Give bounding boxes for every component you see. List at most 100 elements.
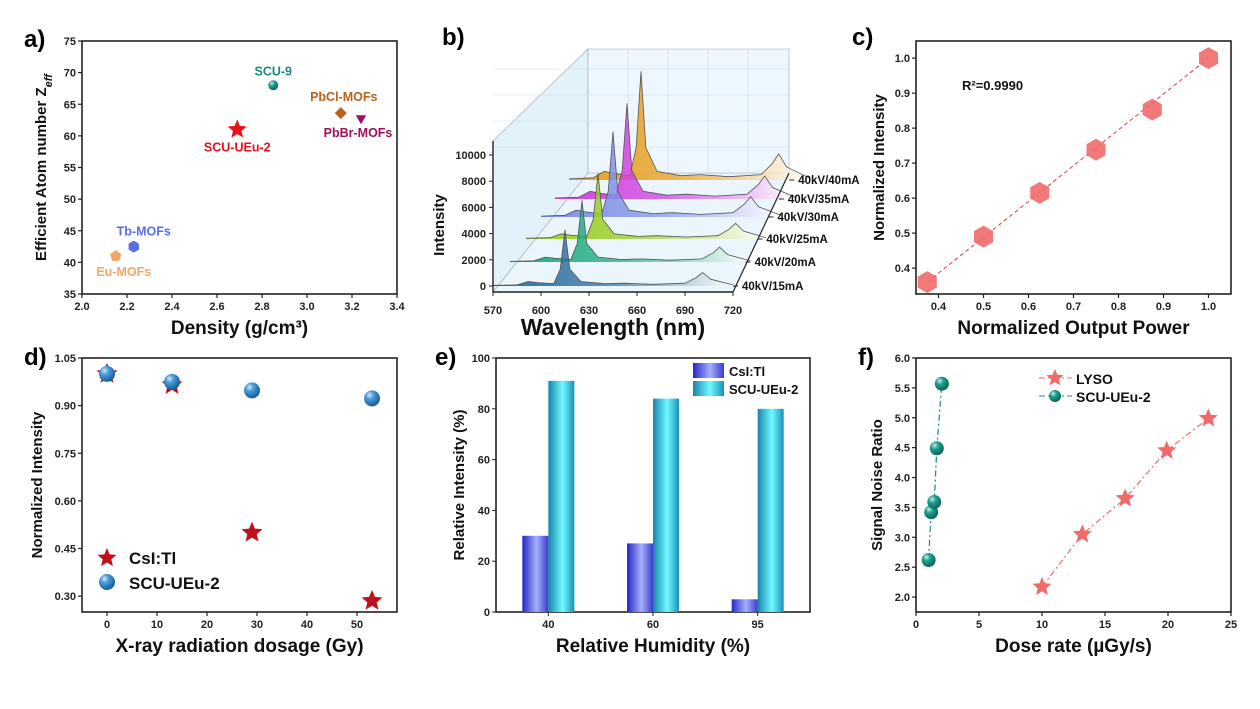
- bar-csi: [731, 599, 758, 612]
- series-lyso: [1032, 408, 1218, 595]
- y-tick-label: 20: [478, 556, 490, 568]
- panel-d-radiation-stability: 0 10 20 30 40 50 0.30 0.45 0.60 0.75 0.90 1.05 X-ray…: [29, 353, 398, 657]
- x-tick-label: 2.6: [209, 301, 224, 313]
- bar-scu-ueu-2: [757, 408, 784, 612]
- x-tick-label: 0: [104, 619, 110, 631]
- back-wall: [587, 48, 790, 174]
- panel-c-linearity: 0.4 0.5 0.6 0.7 0.8 0.9 1.0 0.4 0.5 0.6 0.7 0.8 0.9 1…: [871, 40, 1232, 339]
- hexagon-marker: [128, 240, 139, 253]
- x-tick-label: 10: [1036, 619, 1048, 631]
- y-axis-label-subscript: eff: [43, 73, 55, 88]
- y-tick-label: 2000: [462, 255, 486, 267]
- y-tick-label: 60: [64, 131, 76, 143]
- y-axis-label: Efficient Atom number Zeff: [33, 73, 55, 261]
- x-tick-label: 95: [752, 619, 764, 631]
- spectrum-fill: [493, 229, 733, 286]
- panel-label: d): [24, 344, 47, 371]
- y-tick-label: 0.6: [895, 193, 910, 205]
- hexagon-marker: [917, 271, 937, 294]
- legend-label: SCU-UEu-2: [1076, 389, 1151, 405]
- legend: CsI:Tl SCU-UEu-2: [97, 548, 220, 593]
- sphere-marker: [929, 441, 944, 456]
- x-tick-label: 5: [976, 619, 982, 631]
- depth-axis-line: [732, 172, 790, 293]
- legend: CsI:Tl SCU-UEu-2: [693, 363, 798, 397]
- x-tick-label: 25: [1225, 619, 1237, 631]
- y-tick-label: 5.0: [895, 413, 910, 425]
- y-tick-label: 75: [64, 36, 76, 48]
- x-tick-label: 660: [628, 305, 646, 317]
- y-tick-label: 0.45: [55, 544, 76, 556]
- y-tick-label: 0.30: [55, 591, 76, 603]
- series-label: 40kV/35mA: [788, 194, 849, 206]
- legend-label: CsI:Tl: [729, 364, 765, 379]
- legend-label: LYSO: [1076, 371, 1113, 387]
- y-tick-label: 0.8: [895, 123, 910, 135]
- x-axis-label: Wavelength (nm): [521, 314, 705, 340]
- y-axis-label: Signal Noise Ratio: [869, 419, 886, 551]
- point-label: Eu-MOFs: [96, 265, 151, 279]
- y-axis-label: Normalized Intensity: [29, 411, 46, 558]
- point-label: SCU-9: [254, 64, 292, 78]
- y-tick-label: 0.7: [895, 158, 910, 170]
- series-line: [928, 383, 943, 561]
- y-tick-label: 35: [64, 289, 76, 301]
- panel-a-density-zeff: 2.0 2.2 2.4 2.6 2.8 3.0 3.2 3.4 35 40 45 50 55 60 65 70…: [33, 36, 406, 339]
- x-tick-label: 0.9: [1156, 301, 1171, 313]
- star-marker: [1115, 488, 1135, 507]
- y-tick-label: 0.75: [55, 448, 76, 460]
- y-tick-label: 100: [472, 353, 490, 365]
- sphere-marker: [244, 382, 260, 399]
- panel-b-waterfall-spectra: 40kV/40mA 40kV/35mA 40kV/30mA 40kV/25mA 40kV…: [431, 48, 860, 340]
- point-label: PbBr-MOFs: [324, 126, 393, 140]
- x-tick-label: 2.8: [254, 301, 269, 313]
- hexagon-marker: [1199, 47, 1218, 70]
- y-tick-label: 4.5: [895, 443, 910, 455]
- panel-label: b): [442, 24, 465, 51]
- y-tick-label: 0.4: [895, 263, 911, 275]
- y-tick-label: 45: [64, 226, 76, 238]
- x-axis-label: Density (g/cm³): [171, 318, 308, 339]
- legend-sphere-icon: [1049, 390, 1061, 402]
- x-axis-label: X-ray radiation dosage (Gy): [115, 636, 363, 657]
- panel-label: e): [435, 344, 456, 371]
- series-label: 40kV/30mA: [778, 212, 839, 224]
- x-tick-label: 600: [532, 305, 550, 317]
- star-marker: [227, 119, 247, 138]
- x-axis-label: Normalized Output Power: [957, 318, 1190, 339]
- plot-frame: [915, 357, 1232, 613]
- sphere-marker: [364, 390, 380, 407]
- legend: LYSO SCU-UEu-2: [1039, 369, 1151, 405]
- hexagon-marker: [974, 225, 993, 248]
- y-axis-label-main: Efficient Atom number Z: [33, 87, 50, 261]
- x-tick-label: 0.7: [1066, 301, 1081, 313]
- x-tick-label: 50: [351, 619, 363, 631]
- x-tick-label: 20: [201, 619, 213, 631]
- spectrum-fill: [526, 173, 766, 239]
- y-tick-label: 0.90: [55, 401, 76, 413]
- point-label: Tb-MOFs: [117, 225, 171, 239]
- x-tick-label: 720: [724, 305, 742, 317]
- y-tick-label: 6.0: [895, 353, 910, 365]
- y-tick-label: 4000: [462, 229, 486, 241]
- x-axis-label: Relative Humidity (%): [556, 636, 750, 657]
- x-tick-label: 690: [676, 305, 694, 317]
- x-tick-label: 20: [1162, 619, 1174, 631]
- y-tick-label: 0.60: [55, 496, 76, 508]
- y-tick-label: 10000: [455, 150, 486, 162]
- y-tick-label: 8000: [462, 176, 486, 188]
- data-point: Tb-MOFs: [117, 225, 171, 253]
- y-tick-label: 55: [64, 163, 76, 175]
- x-tick-label: 0.8: [1111, 301, 1126, 313]
- sphere-marker: [934, 376, 949, 391]
- series-label: 40kV/20mA: [755, 257, 816, 269]
- plot-frame: [81, 40, 398, 295]
- star-marker: [1198, 408, 1218, 427]
- spectrum-line: [525, 173, 767, 239]
- bar-scu-ueu-2: [653, 398, 679, 612]
- y-tick-label: 5.5: [895, 383, 910, 395]
- point-label: PbCl-MOFs: [310, 90, 377, 104]
